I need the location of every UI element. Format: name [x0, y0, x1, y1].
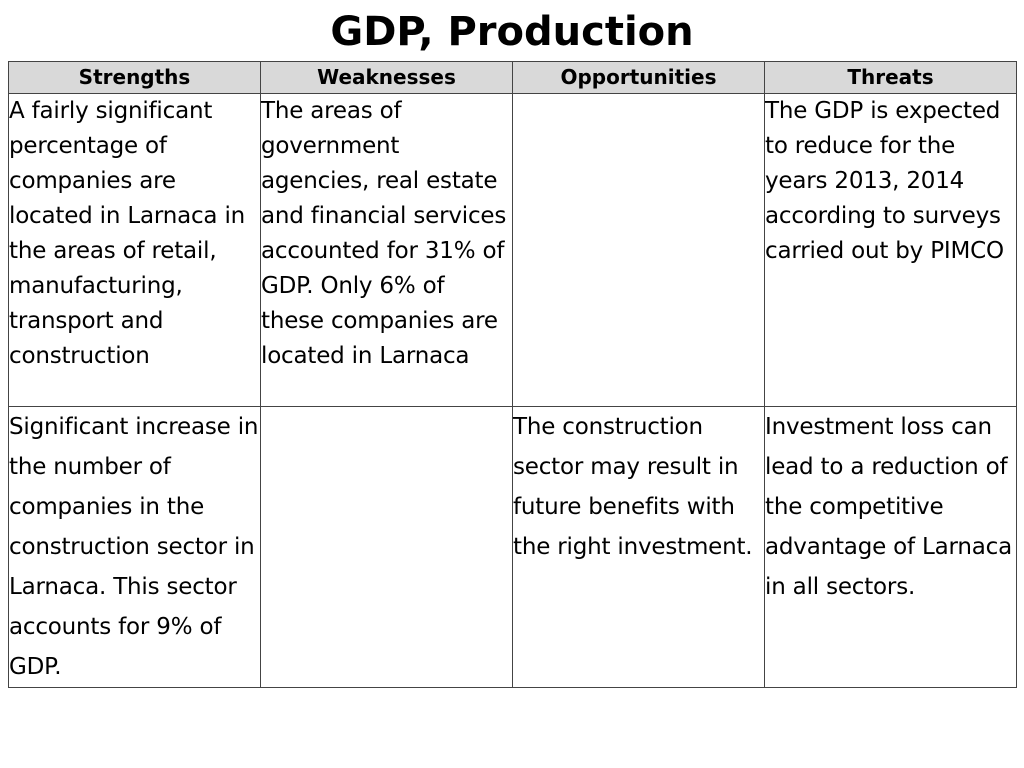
cell-threats-1: The GDP is expected to reduce for the ye… [764, 93, 1017, 407]
slide-title: GDP, Production [330, 9, 694, 55]
cell-opportunities-2: The construction sector may result in fu… [512, 406, 765, 688]
swot-table: Strengths Weaknesses Opportunities Threa… [8, 61, 1017, 688]
table-row: Significant increase in the number of co… [8, 406, 1017, 688]
header-opportunities: Opportunities [512, 61, 765, 94]
table-row: A fairly significant percentage of compa… [8, 93, 1017, 407]
cell-weaknesses-1: The areas of government agencies, real e… [260, 93, 513, 407]
cell-strengths-2: Significant increase in the number of co… [8, 406, 261, 688]
table-header-row: Strengths Weaknesses Opportunities Threa… [8, 61, 1017, 94]
header-threats: Threats [764, 61, 1017, 94]
header-weaknesses: Weaknesses [260, 61, 513, 94]
cell-strengths-1: A fairly significant percentage of compa… [8, 93, 261, 407]
header-strengths: Strengths [8, 61, 261, 94]
cell-threats-2: Investment loss can lead to a reduction … [764, 406, 1017, 688]
cell-weaknesses-2 [260, 406, 513, 688]
cell-opportunities-1 [512, 93, 765, 407]
